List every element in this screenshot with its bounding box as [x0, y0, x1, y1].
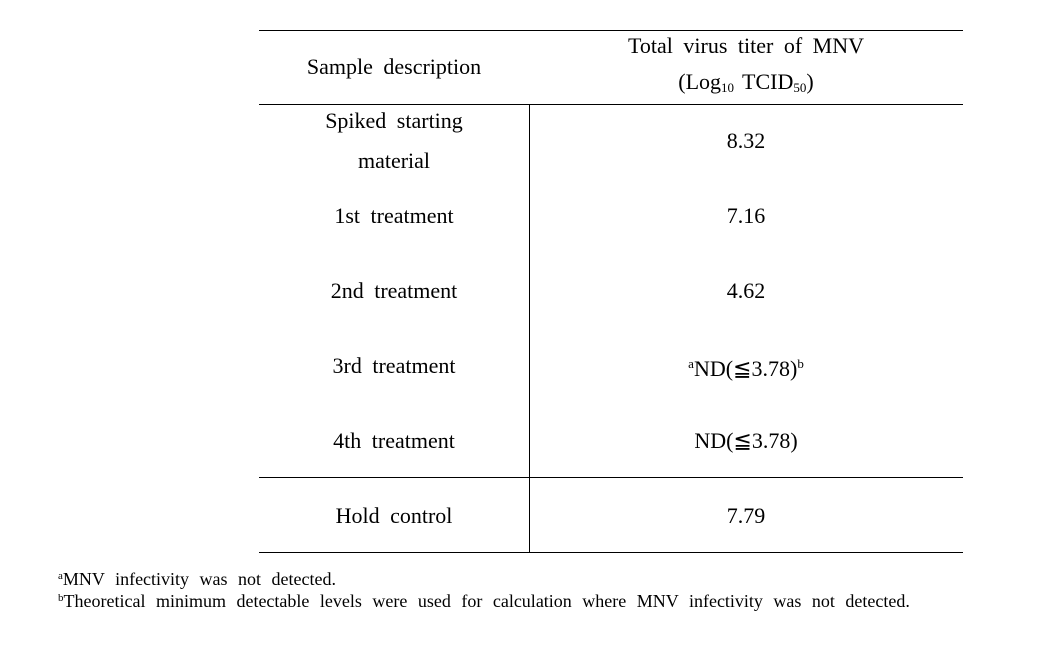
cell-text: 4th treatment — [333, 428, 455, 453]
cell: 1st treatment — [259, 179, 529, 253]
cell: aND(≦3.78)b — [529, 329, 963, 403]
table-bottom-rule — [259, 552, 963, 553]
superscript: b — [797, 355, 804, 371]
text: ) — [806, 69, 814, 94]
cell: ND(≦3.78) — [529, 404, 963, 478]
cell-text: 3rd treatment — [332, 353, 456, 378]
header-cell: Total virus titer of MNV (Log10 TCID50) — [529, 30, 963, 104]
footnote-mark: a — [58, 570, 63, 582]
superscript: a — [688, 355, 694, 371]
cell: Hold control — [259, 479, 529, 553]
header-text: Sample description — [306, 54, 482, 79]
column-divider — [529, 104, 530, 552]
cell-text: 7.79 — [726, 503, 766, 528]
cell-text: 7.16 — [726, 203, 766, 228]
header-rule — [259, 104, 963, 105]
cell-text: 1st treatment — [334, 203, 454, 228]
cell: 4.62 — [529, 254, 963, 328]
footnote-mark: b — [58, 592, 64, 604]
cell: 2nd treatment — [259, 254, 529, 328]
cell-text: 2nd treatment — [330, 278, 458, 303]
footnote-text: Theoretical minimum detectable levels we… — [63, 591, 910, 611]
row-rule — [259, 477, 963, 478]
subscript: 10 — [721, 80, 735, 95]
cell: 7.79 — [529, 479, 963, 553]
cell-text: Hold control — [335, 503, 453, 528]
cell-text: ND(≦3.78) — [694, 428, 798, 453]
cell: 8.32 — [529, 104, 963, 178]
text: (Log — [678, 69, 722, 94]
text: ND(≦3.78) — [693, 355, 798, 381]
table-top-rule — [259, 30, 963, 31]
cell: 4th treatment — [259, 404, 529, 478]
header-text: (Log10 TCID50) — [678, 64, 813, 106]
cell: 7.16 — [529, 179, 963, 253]
header-cell: Sample description — [259, 30, 529, 104]
cell-text: aND(≦3.78)b — [688, 344, 804, 389]
footnote: aMNV infectivity was not detected. — [58, 569, 336, 590]
cell: Spiked starting material — [259, 104, 529, 178]
footnote-text: MNV infectivity was not detected. — [62, 569, 336, 589]
cell-text: 4.62 — [726, 278, 766, 303]
cell-text: Spiked starting material — [325, 108, 463, 173]
cell: 3rd treatment — [259, 329, 529, 403]
text: TCID — [742, 69, 794, 94]
cell-text: 8.32 — [726, 128, 766, 153]
footnote: bTheoretical minimum detectable levels w… — [58, 591, 910, 612]
header-text: Total virus titer of MNV — [628, 33, 864, 58]
subscript: 50 — [793, 80, 807, 95]
